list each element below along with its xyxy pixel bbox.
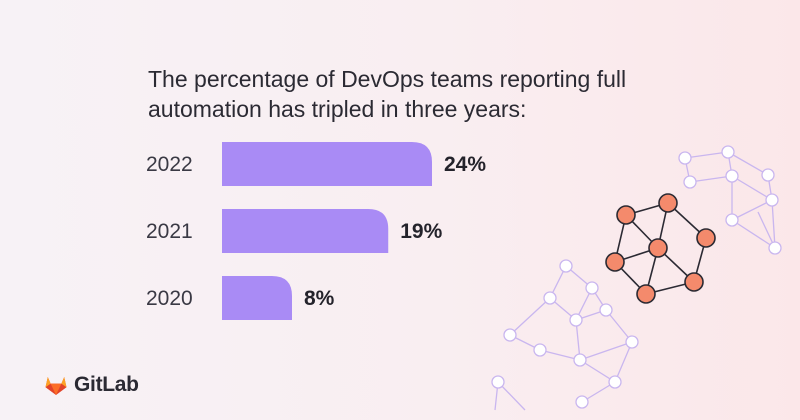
category-label-2021: 2021 xyxy=(146,220,193,243)
bar-2021 xyxy=(222,209,389,253)
gitlab-logo: GitLab xyxy=(44,373,139,397)
value-label-2022: 24% xyxy=(444,153,486,176)
gitlab-tanuki-icon xyxy=(45,377,67,395)
bar-2020 xyxy=(222,276,292,320)
network-graph-icon xyxy=(491,145,782,411)
value-label-2020: 8% xyxy=(304,287,335,310)
logo-text: GitLab xyxy=(74,373,139,396)
category-label-2022: 2022 xyxy=(146,153,193,176)
chart-title: The percentage of DevOps teams reporting… xyxy=(148,64,668,124)
title-line-2: automation has tripled in three years: xyxy=(148,96,527,122)
bar-chart: 2022 24% 2021 19% 2020 8% xyxy=(146,142,486,320)
title-line-1: The percentage of DevOps teams reporting… xyxy=(148,66,627,92)
category-label-2020: 2020 xyxy=(146,287,193,310)
bar-2022 xyxy=(222,142,432,186)
value-label-2021: 19% xyxy=(400,220,442,243)
